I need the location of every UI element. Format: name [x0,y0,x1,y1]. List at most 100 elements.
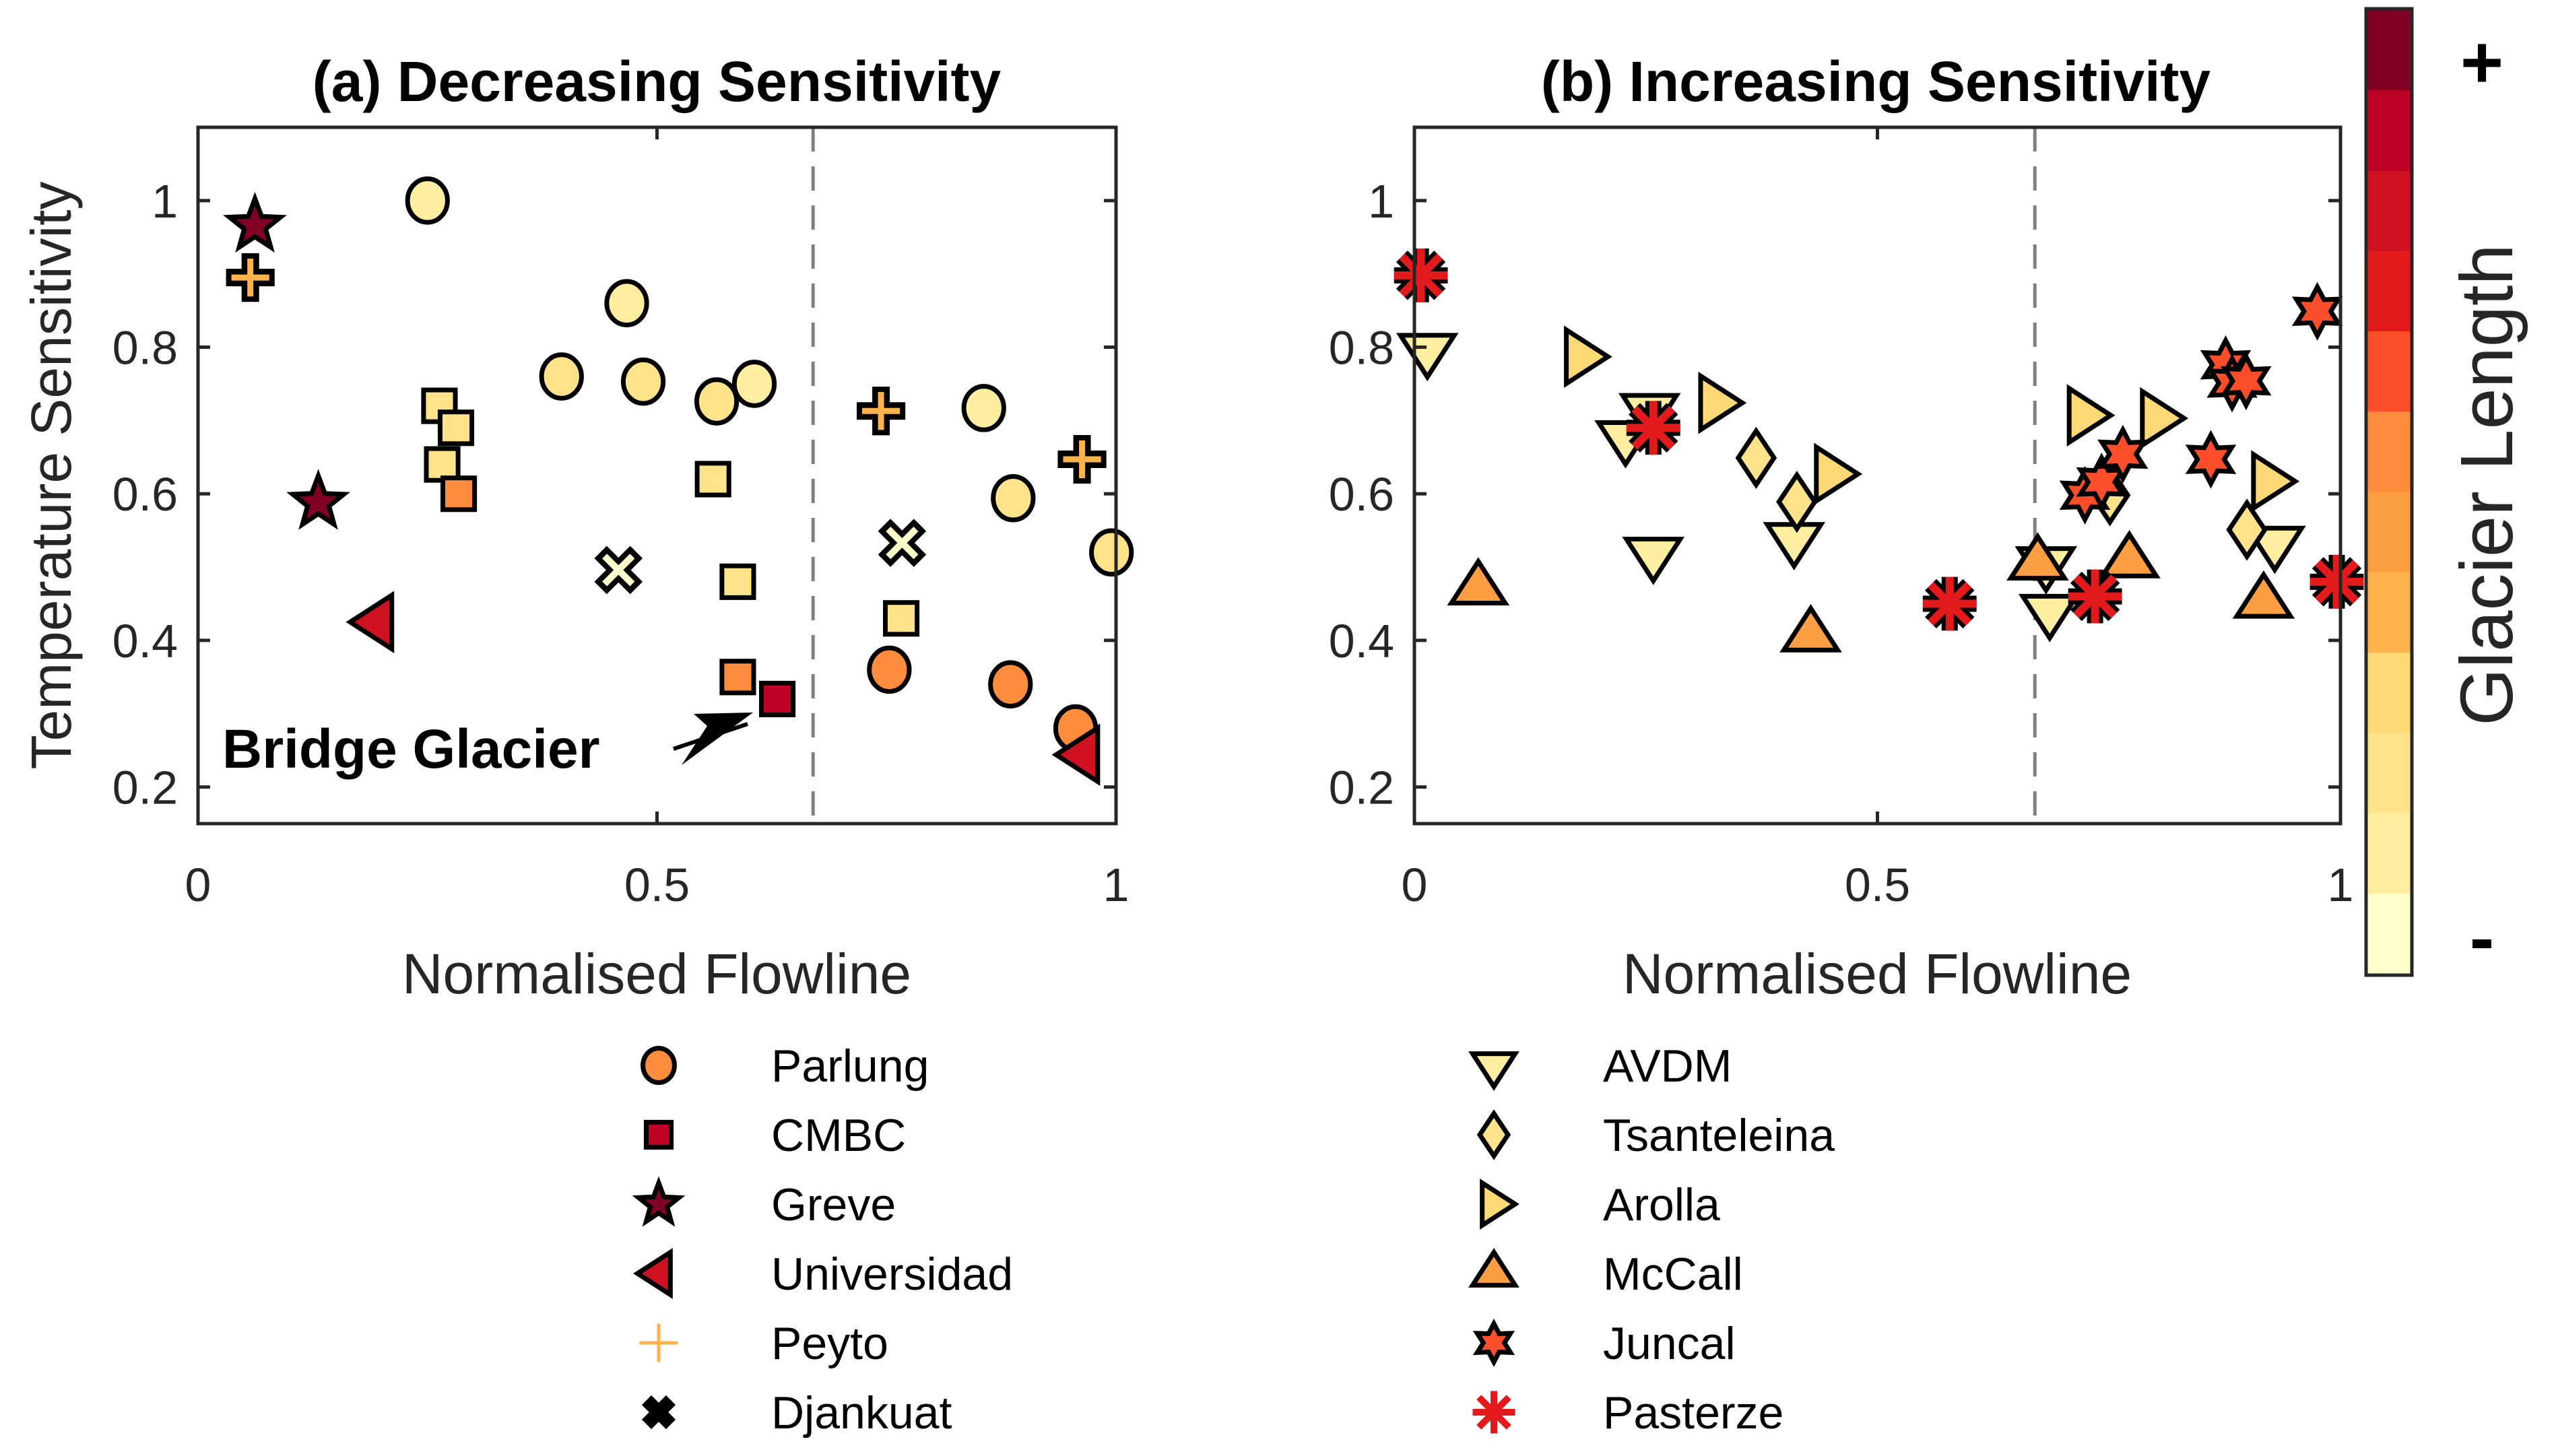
point-cmbc [758,680,796,718]
panel-a-ticks: 0 0.5 1 0.2 0.4 0.6 0.8 1 [112,127,1129,911]
y-tick-label: 0.8 [1329,322,1394,374]
point-djankuat [878,519,927,567]
legend-item-juncal: Juncal [1472,1318,1736,1369]
panel-a: (a) Decreasing Sensitivity 0 0.5 1 0.2 0.4 0.… [20,50,1134,1005]
legend-label: AVDM [1603,1040,1732,1092]
y-tick-label: 1 [152,175,178,228]
point-cmbc [882,600,920,637]
y-tick-label: 0.4 [1329,615,1394,667]
pasterze-marker-icon [1472,1391,1515,1434]
point-juncal [2097,424,2149,484]
legend-label: Djankuat [771,1387,952,1438]
point-mccall [1779,603,1842,653]
point-arolla [1698,371,1747,434]
legend-item-tsanteleina: Tsanteleina [1476,1109,1835,1161]
series-cmbc [421,387,920,718]
point-parlung [539,352,584,401]
colorbar-plus-label: + [2460,21,2503,104]
djankuat-marker-icon [641,1395,676,1430]
y-tick-label: 0.6 [112,468,178,521]
legend-label: Tsanteleina [1603,1110,1835,1161]
point-avdm [1622,537,1685,585]
point-peyto [226,253,275,302]
point-pasterze [2310,554,2364,609]
legend-label: McCall [1603,1249,1743,1300]
panel-a-xlabel: Normalised Flowline [402,942,911,1005]
colorbar-band [2367,572,2411,653]
series-juncal [2059,282,2343,525]
colorbar-band [2367,813,2411,894]
colorbar-band [2367,893,2411,974]
panel-b: (b) Increasing Sensitivity 0 0.5 1 0.2 0.4 0.… [1329,50,2364,1005]
point-parlung [961,384,1006,432]
point-parlung [604,279,649,328]
point-avdm [1396,333,1459,382]
point-pasterze [1922,576,1977,631]
arolla-marker-icon [1480,1179,1519,1230]
colorbar-band [2367,251,2411,332]
colorbar-band [2367,331,2411,413]
colorbar-band [2367,10,2411,92]
legend-label: Pasterze [1603,1387,1783,1438]
legend-item-avdm: AVDM [1468,1040,1732,1092]
y-tick-label: 0.6 [1329,468,1394,521]
tsanteleina-marker-icon [1476,1109,1511,1160]
legend-label: Universidad [771,1249,1013,1300]
point-mccall [2098,529,2161,578]
legend-label: Arolla [1603,1179,1720,1230]
point-greve [223,191,288,253]
series-pasterze [1394,248,2364,631]
colorbar [2367,10,2411,974]
point-mccall [2006,532,2069,581]
mccall-marker-icon [1468,1248,1519,1288]
y-tick-label: 0.8 [112,322,178,374]
point-parlung [405,176,450,225]
point-peyto [1057,434,1107,484]
legend-label: Greve [771,1179,896,1230]
series-arolla [1564,325,2300,513]
legend-item-arolla: Arolla [1480,1179,1720,1230]
legend-right: AVDM Tsanteleina Arolla McCall Juncal Pasterz… [1468,1040,1835,1438]
universidad-marker-icon [633,1248,673,1299]
point-arolla [2251,450,2300,513]
point-djankuat [594,545,643,595]
panel-b-ticks: 0 0.5 1 0.2 0.4 0.6 0.8 1 [1329,127,2353,911]
x-tick-label: 0.5 [1845,859,1910,911]
legend-item-cmbc: CMBC [643,1110,906,1161]
y-tick-label: 0.4 [112,615,178,667]
legend-item-greve: Greve [632,1176,896,1230]
series-greve [223,191,350,530]
point-pasterze [2068,569,2122,624]
point-parlung [988,660,1033,709]
colorbar-band [2367,733,2411,814]
parlung-marker-icon [641,1046,677,1085]
point-juncal [2185,430,2237,489]
point-universidad [346,591,395,654]
point-avdm [1763,522,1826,571]
point-parlung [867,645,912,694]
series-peyto [226,253,1107,484]
point-juncal [2220,351,2272,411]
legend-item-parlung: Parlung [641,1040,929,1092]
cmbc-marker-icon [643,1119,674,1150]
point-parlung [1089,528,1134,577]
point-parlung [620,357,666,406]
y-tick-label: 1 [1368,175,1394,228]
series-djankuat [594,519,927,595]
bridge-glacier-annotation: Bridge Glacier [222,719,600,780]
panel-a-ylabel: Temperature Sensitivity [20,181,83,769]
panel-a-title: (a) Decreasing Sensitivity [313,50,1002,113]
colorbar-frame [2364,7,2414,977]
x-tick-label: 1 [1103,859,1129,911]
legend-label: CMBC [771,1110,906,1161]
panel-a-marks [223,127,1134,824]
colorbar-minus-label: - [2470,896,2495,979]
colorbar-band [2367,170,2411,252]
point-tsanteleina [2226,498,2268,561]
panel-b-axes-box [1412,125,2343,826]
point-cmbc [719,659,756,696]
greve-marker-icon [632,1176,686,1227]
colorbar-band [2367,90,2411,172]
point-arolla [1814,442,1863,506]
point-universidad [1051,723,1101,787]
